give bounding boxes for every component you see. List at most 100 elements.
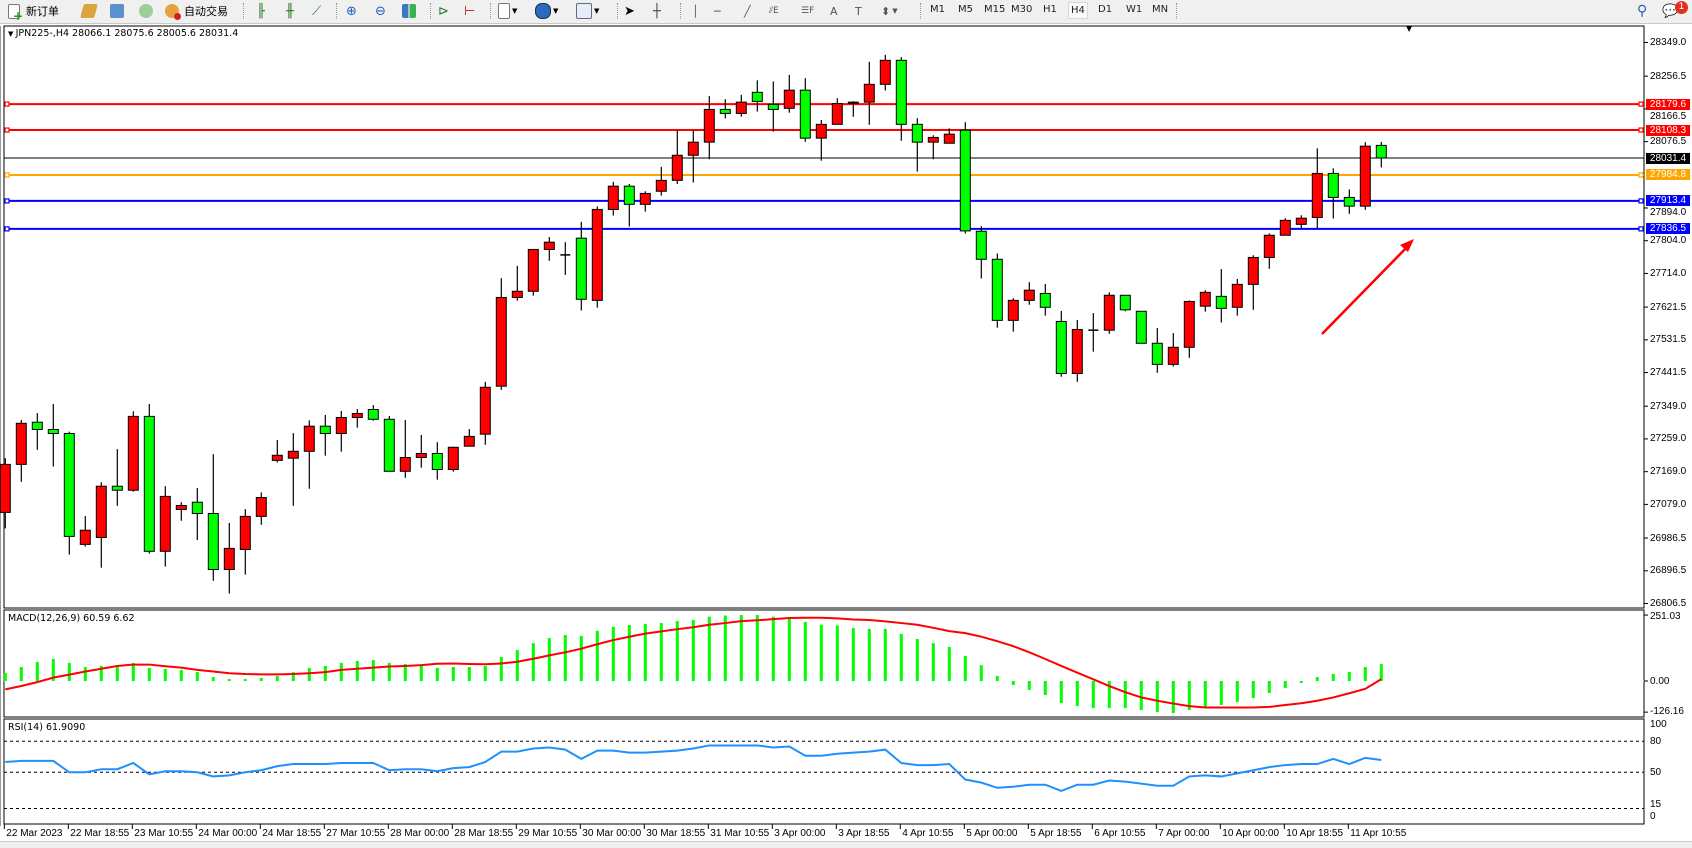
separator — [336, 3, 338, 19]
macd-histogram-bar — [243, 679, 247, 681]
timeframe-h4[interactable]: H4 — [1068, 2, 1088, 19]
candle-body — [943, 133, 955, 144]
timeframe-mn[interactable]: MN — [1152, 4, 1169, 15]
candle-body — [207, 512, 219, 571]
price-tick-label: 27169.0 — [1650, 466, 1687, 478]
text-label-icon[interactable]: T — [855, 4, 862, 18]
price-tick-label: 27621.5 — [1650, 301, 1687, 313]
rsi-pane-frame — [3, 718, 1645, 825]
candle-body — [991, 258, 1003, 321]
trendline-icon[interactable]: ╱ — [744, 4, 751, 18]
price-tick-label: 26806.5 — [1650, 598, 1687, 609]
candle-body — [847, 101, 859, 104]
timeframe-h1[interactable]: H1 — [1043, 4, 1057, 15]
candle-body — [1295, 217, 1307, 225]
timeframe-m30[interactable]: M30 — [1011, 4, 1033, 15]
timeframe-m15[interactable]: M15 — [984, 4, 1006, 15]
bar-chart-icon[interactable]: ╟ — [257, 3, 265, 19]
time-label: 6 Apr 10:55 — [1094, 828, 1146, 839]
candle-body — [1167, 346, 1179, 365]
crosshair-icon[interactable]: ┼ — [653, 3, 661, 19]
rsi-tick-label: 15 — [1650, 799, 1662, 810]
arrows-icon[interactable]: ⬍ ▼ — [881, 4, 898, 18]
horizontal-line-icon[interactable]: ─ — [714, 4, 721, 18]
level-line-handle — [4, 198, 10, 204]
candle-body — [975, 230, 987, 260]
tile-windows-icon[interactable] — [402, 2, 416, 20]
chart-shift-marker-icon[interactable]: ▼ — [1406, 24, 1413, 33]
macd-tick-label: 0.00 — [1650, 675, 1670, 687]
new-order-icon: + — [8, 3, 23, 22]
line-chart-icon[interactable]: ⟋ — [312, 3, 322, 19]
candle-body — [175, 504, 187, 510]
price-tick-label: 28349.0 — [1650, 37, 1687, 48]
level-line-handle — [1638, 172, 1644, 178]
candlestick-icon[interactable]: ╫ — [286, 3, 294, 19]
candle-body — [511, 290, 523, 298]
macd-histogram-bar — [371, 660, 375, 681]
fibonacci-icon[interactable]: ⫽E — [769, 6, 779, 16]
zoom-in-icon[interactable]: ⊕ — [346, 3, 357, 19]
zoom-out-icon[interactable]: ⊖ — [375, 3, 386, 19]
notifications-icon[interactable]: 💬 — [1662, 3, 1679, 19]
chart-menu-triangle-icon[interactable]: ▼ — [8, 30, 16, 38]
candle-body — [1327, 172, 1339, 198]
candle-body — [1151, 342, 1163, 365]
signals-icon[interactable] — [139, 2, 153, 20]
new-order-label: 新订单 — [26, 5, 59, 18]
macd-histogram-bar — [1011, 681, 1015, 685]
market-watch-icon[interactable] — [110, 2, 124, 20]
macd-histogram-bar — [915, 638, 919, 681]
candle-body — [47, 428, 59, 434]
fibo-fan-icon[interactable]: ☰F — [801, 6, 815, 16]
templates-icon[interactable]: ▼ — [576, 2, 599, 20]
level-line-handle — [1638, 226, 1644, 232]
timeframe-w1[interactable]: W1 — [1126, 4, 1143, 15]
candle-body — [15, 422, 27, 465]
candle-body — [623, 185, 635, 205]
text-icon[interactable]: A — [830, 4, 838, 18]
search-icon[interactable]: ⚲ — [1637, 3, 1648, 19]
time-label: 24 Mar 18:55 — [262, 828, 322, 839]
macd-histogram-bar — [835, 625, 839, 681]
macd-histogram-bar — [739, 614, 743, 681]
cursor-icon[interactable]: ➤ — [624, 3, 635, 19]
auto-trading-button[interactable]: 自动交易 — [165, 2, 228, 20]
macd-histogram-bar — [819, 624, 823, 681]
vertical-line-icon[interactable]: │ — [692, 4, 699, 18]
candle-body — [159, 495, 171, 552]
chart-shift-icon[interactable]: ⊢ — [464, 3, 476, 19]
candle-body — [479, 386, 491, 435]
candle-body — [191, 501, 203, 514]
candle-body — [31, 421, 43, 430]
new-chart-icon[interactable]: ▼ — [498, 2, 517, 20]
candle-body — [783, 89, 795, 109]
timeframe-d1[interactable]: D1 — [1098, 4, 1113, 15]
candle-body — [639, 192, 651, 205]
macd-title: MACD(12,26,9) 60.59 6.62 — [8, 613, 135, 624]
timeframe-m1[interactable]: M1 — [930, 4, 945, 15]
timeframe-m5[interactable]: M5 — [958, 4, 973, 15]
price-tick-label: 27531.5 — [1650, 334, 1687, 346]
macd-signal-line — [5, 616, 1382, 709]
time-label: 3 Apr 00:00 — [774, 828, 826, 839]
candle-body — [335, 416, 347, 434]
price-tick-label: 28256.5 — [1650, 70, 1687, 82]
annotation-arrow-head — [1400, 239, 1414, 252]
candle-body — [703, 108, 715, 143]
macd-histogram-bar — [163, 669, 167, 681]
macd-histogram-bar — [579, 635, 583, 681]
time-label: 22 Mar 2023 — [6, 828, 63, 839]
level-line-handle — [1638, 101, 1644, 107]
price-tick-label: 27804.0 — [1650, 235, 1687, 247]
separator — [243, 3, 245, 19]
candle-body — [799, 89, 811, 139]
candle-body — [463, 435, 475, 447]
new-order-button[interactable]: + 新订单 — [8, 2, 59, 22]
price-tick-label: 27259.0 — [1650, 433, 1687, 445]
auto-scroll-icon[interactable]: ⊳ — [438, 3, 449, 19]
candle-body — [1103, 294, 1115, 331]
periods-icon[interactable]: ▼ — [535, 2, 558, 20]
candle-body — [255, 496, 267, 517]
